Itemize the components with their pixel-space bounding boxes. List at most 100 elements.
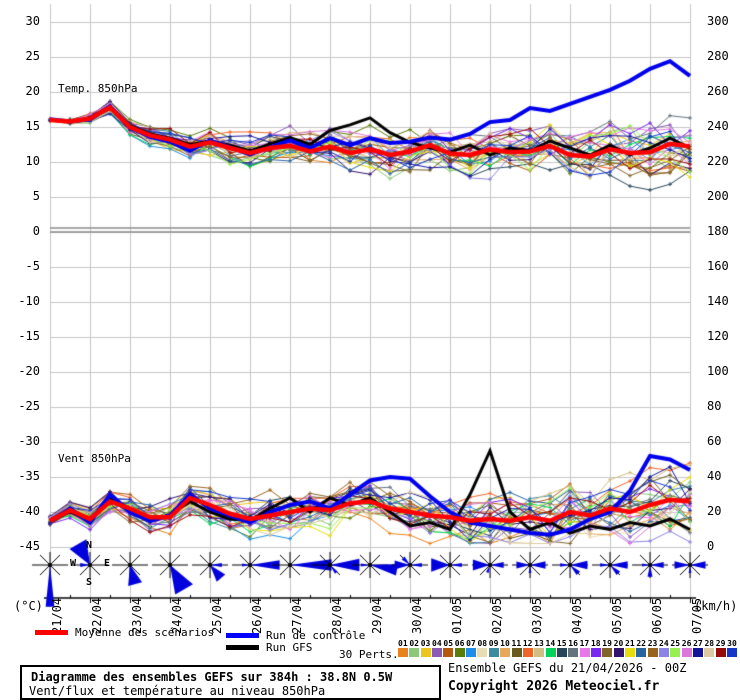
y-axis-left-label: -35 <box>18 469 40 483</box>
pert-number-label: 26 <box>681 639 692 648</box>
y-axis-right-label: 140 <box>707 294 729 308</box>
pert-color-swatch <box>420 648 431 657</box>
y-axis-right-label: 100 <box>707 364 729 378</box>
y-axis-right-label: 300 <box>707 14 729 28</box>
y-axis-left-label: 5 <box>32 189 40 203</box>
pert-color-swatch <box>681 648 692 657</box>
y-axis-left-label: 20 <box>25 84 40 98</box>
x-axis-date-label: 06/05 <box>650 597 664 634</box>
y-axis-left-label: -30 <box>18 434 40 448</box>
pert-color-swatch <box>545 648 556 657</box>
pert-number-label: 10 <box>500 639 510 648</box>
pert-color-swatch <box>443 648 454 657</box>
pert-color-swatch <box>522 648 533 657</box>
x-axis-date-label: 02/05 <box>490 597 504 634</box>
pert-number-label: 15 <box>556 639 567 648</box>
compass-w-label: W <box>70 558 77 569</box>
pert-number-label: 08 <box>477 639 488 648</box>
x-axis-date-label: 29/04 <box>370 597 384 634</box>
pert-number-label: 30 <box>727 639 737 648</box>
pert-number-label: 21 <box>625 639 635 648</box>
y-axis-left-label: 0 <box>32 224 40 238</box>
x-axis-date-label: 07/05 <box>690 597 704 634</box>
y-axis-left-label: -20 <box>18 364 40 378</box>
pert-color-swatch <box>693 648 704 657</box>
pert-number-label: 29 <box>715 639 726 648</box>
pert-number-label: 07 <box>466 639 476 648</box>
pert-number-label: 06 <box>454 639 465 648</box>
y-axis-right-label: 60 <box>707 434 722 448</box>
compass-e-label: E <box>104 558 111 569</box>
pert-color-swatch <box>511 648 522 657</box>
pert-color-swatch <box>556 648 567 657</box>
y-axis-left-label: -25 <box>18 399 40 413</box>
y-axis-right-label: 160 <box>707 259 729 273</box>
pert-color-swatch <box>409 648 420 657</box>
pert-number-label: 02 <box>409 639 419 648</box>
pert-color-swatch <box>534 648 545 657</box>
pert-number-label: 25 <box>670 639 681 648</box>
diagram-subtitle: Vent/flux et température au niveau 850hP… <box>29 684 326 698</box>
y-axis-left-label: 25 <box>25 49 40 63</box>
mean-legend-label: Moyenne des scénarios <box>75 626 215 639</box>
temp-panel-label: Temp. 850hPa <box>58 82 138 95</box>
pert-color-swatch <box>398 648 408 657</box>
y-axis-right-label: 20 <box>707 504 722 518</box>
pert-number-label: 23 <box>647 639 658 648</box>
pert-number-label: 14 <box>545 639 556 648</box>
x-axis-date-label: 30/04 <box>410 597 424 634</box>
y-axis-right-label: 180 <box>707 224 729 238</box>
y-axis-right-label: 260 <box>707 84 729 98</box>
pert-color-swatch <box>590 648 601 657</box>
control-legend-label: Run de contrôle <box>266 629 366 642</box>
pert-number-label: 28 <box>704 639 715 648</box>
y-axis-right-label: 40 <box>707 469 722 483</box>
x-axis-date-label: 26/04 <box>250 597 264 634</box>
pert-number-label: 01 <box>398 639 408 648</box>
y-axis-right-label: 200 <box>707 189 729 203</box>
right-axis-unit: (km/h) <box>694 599 738 613</box>
pert-number-label: 05 <box>443 639 454 648</box>
pert-color-swatch <box>704 648 715 657</box>
pert-color-swatch <box>568 648 579 657</box>
y-axis-right-label: 240 <box>707 119 729 133</box>
y-axis-left-label: 15 <box>25 119 40 133</box>
pert-number-label: 27 <box>693 639 703 648</box>
wind-panel-label: Vent 850hPa <box>58 452 131 465</box>
pert-color-swatch <box>454 648 465 657</box>
pert-color-swatch <box>659 648 670 657</box>
y-axis-right-label: 0 <box>707 539 715 553</box>
y-axis-left-label: -45 <box>18 539 40 553</box>
pert-number-label: 20 <box>613 639 624 648</box>
pert-number-label: 16 <box>568 639 578 648</box>
run-info-text: Ensemble GEFS du 21/04/2026 - 00Z <box>448 661 687 675</box>
pert-number-label: 09 <box>488 639 499 648</box>
y-axis-left-label: -5 <box>25 259 40 273</box>
pert-color-swatch <box>727 648 738 657</box>
y-axis-right-label: 280 <box>707 49 729 63</box>
pert-color-swatch <box>477 648 488 657</box>
x-axis-date-label: 21/04 <box>50 597 64 634</box>
pert-color-swatch <box>636 648 647 657</box>
control-legend-swatch <box>226 633 259 638</box>
pert-number-label: 03 <box>420 639 431 648</box>
pert-number-label: 19 <box>602 639 612 648</box>
y-axis-left-label: -10 <box>18 294 40 308</box>
y-axis-right-label: 120 <box>707 329 729 343</box>
pert-color-swatch <box>602 648 613 657</box>
mean-legend-swatch <box>35 630 68 635</box>
pert-number-label: 12 <box>522 639 533 648</box>
pert-number-label: 11 <box>511 639 522 648</box>
pert-color-swatch <box>432 648 443 657</box>
diagram-title: Diagramme des ensembles GEFS sur 384h : … <box>31 670 393 684</box>
pert-number-label: 24 <box>659 639 669 648</box>
y-axis-right-label: 80 <box>707 399 722 413</box>
pert-color-swatch <box>670 648 681 657</box>
pert-color-swatch <box>466 648 477 657</box>
pert-number-label: 04 <box>432 639 442 648</box>
pert-color-swatch <box>647 648 658 657</box>
pert-color-swatch <box>613 648 624 657</box>
compass-s-label: S <box>86 577 93 588</box>
compass-n-label: N <box>86 540 93 551</box>
